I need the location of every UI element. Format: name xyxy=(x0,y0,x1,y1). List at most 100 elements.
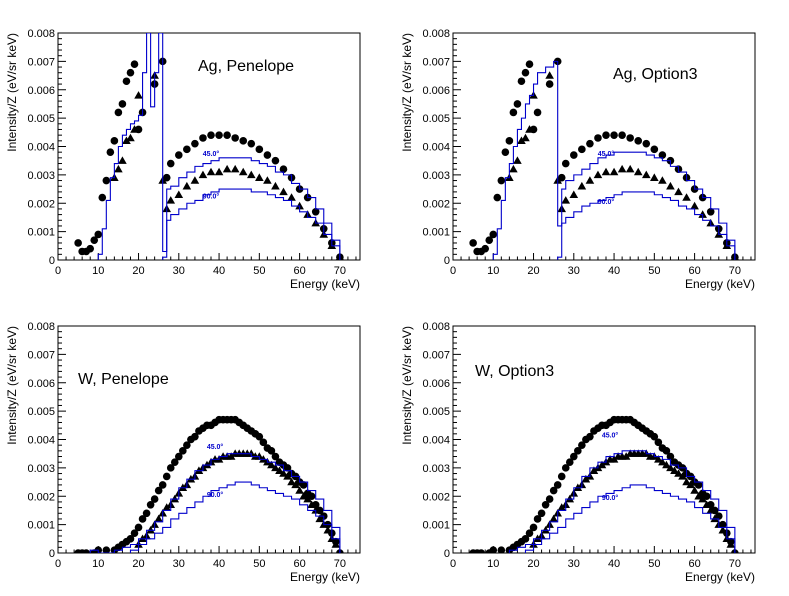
data-point-triangle xyxy=(299,491,308,500)
data-point-triangle xyxy=(561,196,571,204)
y-tick-label: 0.006 xyxy=(27,85,55,97)
x-tick-label: 20 xyxy=(132,558,144,570)
data-point-triangle xyxy=(162,503,172,511)
data-point-triangle xyxy=(621,452,631,460)
x-tick-label: 20 xyxy=(527,265,539,277)
data-point-triangle xyxy=(617,164,627,173)
annotation-90: 90.0° xyxy=(207,491,224,499)
data-point-circle xyxy=(166,159,175,168)
data-point-triangle xyxy=(291,480,300,489)
x-tick-label: 0 xyxy=(55,558,61,570)
data-point-triangle xyxy=(271,463,280,472)
y-axis-label: Intensity/Z (eV/sr keV) xyxy=(400,33,414,152)
data-point-circle xyxy=(565,458,574,467)
data-point-circle xyxy=(489,230,498,239)
data-point-triangle xyxy=(593,170,603,179)
data-point-circle xyxy=(106,148,115,156)
y-tick-label: 0.006 xyxy=(422,378,450,390)
data-point-triangle xyxy=(279,469,288,477)
y-tick-label: 0.004 xyxy=(27,142,55,154)
x-tick-label: 70 xyxy=(334,558,346,570)
y-tick-label: 0.004 xyxy=(27,435,55,447)
y-axis-label: Intensity/Z (eV/sr keV) xyxy=(5,326,19,445)
data-point-triangle xyxy=(154,514,163,523)
data-point-triangle xyxy=(609,167,619,176)
data-point-circle xyxy=(191,139,199,148)
data-point-triangle xyxy=(130,125,139,133)
data-point-triangle xyxy=(662,460,671,469)
x-tick-label: 50 xyxy=(253,558,265,570)
x-tick-label: 10 xyxy=(92,558,104,570)
data-point-triangle xyxy=(275,466,284,474)
data-point-circle xyxy=(283,464,292,472)
x-tick-label: 40 xyxy=(213,558,225,570)
x-tick-label: 20 xyxy=(527,558,539,570)
data-point-circle xyxy=(247,139,256,148)
y-tick-label: 0.001 xyxy=(27,227,55,239)
data-point-circle xyxy=(541,500,550,509)
data-point-circle xyxy=(183,145,191,154)
data-point-circle xyxy=(90,236,99,244)
data-point-circle xyxy=(662,447,671,455)
data-point-circle xyxy=(191,432,199,441)
y-tick-label: 0.002 xyxy=(422,198,450,210)
data-point-circle xyxy=(501,148,510,156)
x-tick-label: 60 xyxy=(293,265,305,277)
data-point-circle xyxy=(650,432,659,441)
data-point-circle xyxy=(521,535,530,543)
data-point-triangle xyxy=(577,181,587,190)
data-point-triangle xyxy=(545,71,554,79)
x-tick-label: 60 xyxy=(688,558,700,570)
data-point-circle xyxy=(142,509,151,518)
data-point-circle xyxy=(134,523,143,532)
data-point-circle xyxy=(126,535,135,543)
data-point-circle xyxy=(477,549,485,553)
data-point-circle xyxy=(279,165,288,173)
data-point-circle xyxy=(138,515,147,523)
data-point-circle xyxy=(307,492,316,501)
data-point-circle xyxy=(586,139,594,148)
data-point-circle xyxy=(146,500,155,509)
data-point-triangle xyxy=(122,136,131,145)
data-area xyxy=(469,415,739,553)
annotation-90: 90.0° xyxy=(602,494,619,502)
x-tick-label: 50 xyxy=(648,265,660,277)
data-point-circle xyxy=(82,549,90,553)
data-point-triangle xyxy=(323,526,333,534)
y-tick-label: 0.002 xyxy=(27,491,55,503)
data-point-triangle xyxy=(198,170,208,179)
series-step-line xyxy=(524,484,736,553)
y-tick-label: 0.007 xyxy=(422,349,450,361)
data-point-circle xyxy=(525,529,534,537)
data-point-triangle xyxy=(271,181,280,190)
x-axis-label: Energy (keV) xyxy=(685,570,755,584)
plot-frame xyxy=(452,325,756,554)
y-tick-label: 0.003 xyxy=(422,463,450,475)
data-point-circle xyxy=(255,145,264,154)
data-point-triangle xyxy=(633,167,643,176)
data-point-circle xyxy=(521,68,530,77)
data-point-circle xyxy=(469,239,477,247)
data-point-triangle xyxy=(513,156,522,164)
data-point-triangle xyxy=(303,494,312,503)
data-point-triangle xyxy=(287,477,296,486)
data-point-triangle xyxy=(690,486,699,494)
data-point-circle xyxy=(602,131,610,139)
x-tick-label: 70 xyxy=(729,558,741,570)
data-point-circle xyxy=(239,137,248,145)
data-point-circle xyxy=(553,481,562,489)
data-point-triangle xyxy=(230,164,240,173)
data-point-circle xyxy=(199,134,207,142)
data-point-triangle xyxy=(569,190,579,198)
data-point-circle xyxy=(517,77,526,86)
x-tick-label: 30 xyxy=(173,558,185,570)
y-tick-label: 0.004 xyxy=(422,142,450,154)
data-point-circle xyxy=(267,447,276,455)
data-point-circle xyxy=(561,159,570,168)
data-point-circle xyxy=(666,452,675,461)
y-tick-label: 0.003 xyxy=(27,463,55,475)
y-tick-label: 0.007 xyxy=(27,56,55,68)
y-tick-label: 0 xyxy=(444,548,450,560)
data-point-circle xyxy=(578,441,586,449)
x-axis-label: Energy (keV) xyxy=(290,277,360,291)
